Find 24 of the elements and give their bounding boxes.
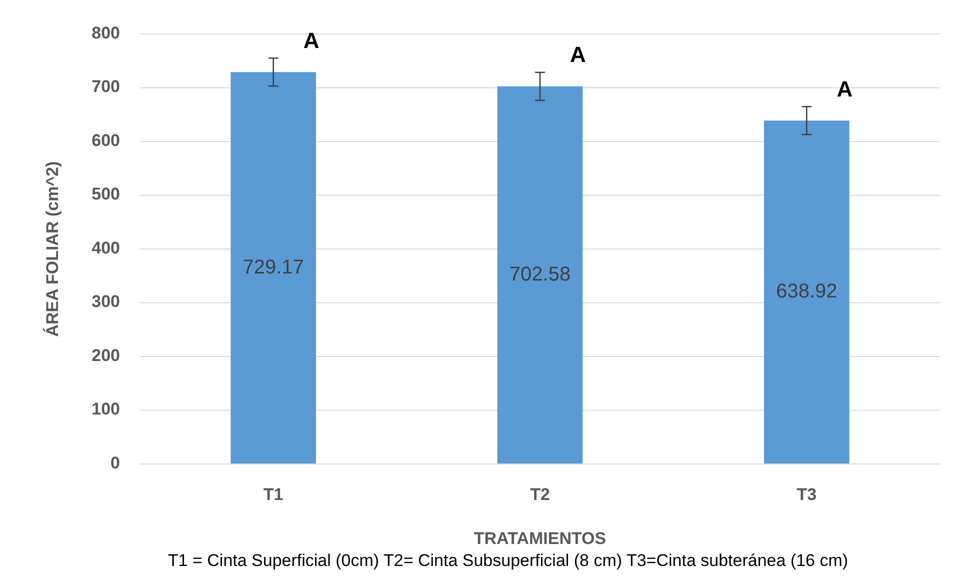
- x-tick-label: T1: [263, 485, 284, 504]
- annotation: A: [570, 42, 586, 68]
- x-axis-title: TRATAMIENTOS: [474, 529, 606, 548]
- data-label: 702.58: [509, 263, 571, 286]
- y-tick-label: 700: [92, 77, 120, 96]
- y-tick-label: 0: [110, 453, 120, 472]
- annotation: A: [303, 28, 320, 53]
- y-tick-label: 800: [92, 23, 120, 42]
- annotation: A: [836, 76, 853, 102]
- y-tick-label: 300: [92, 292, 120, 312]
- y-tick-label: 200: [92, 346, 120, 365]
- y-tick-label: 400: [92, 238, 120, 258]
- y-tick-label: 500: [92, 184, 120, 204]
- x-tick-label: T2: [530, 485, 550, 504]
- data-label: 638.92: [776, 280, 838, 303]
- y-tick-label: 600: [92, 130, 120, 150]
- x-tick-label: T3: [796, 485, 817, 504]
- bar: [230, 72, 316, 464]
- bar: [497, 86, 583, 464]
- y-axis-title: ÁREA FOLIAR (cm^2): [42, 161, 62, 337]
- text: T1 = Cinta Superficial (0cm) T2= Cinta Subsuperficial (8 cm) T3=Cinta subteránea (16 cm): [168, 551, 848, 570]
- bar: [764, 120, 850, 464]
- data-label: 729.17: [242, 256, 304, 278]
- y-tick-label: 100: [92, 400, 120, 419]
